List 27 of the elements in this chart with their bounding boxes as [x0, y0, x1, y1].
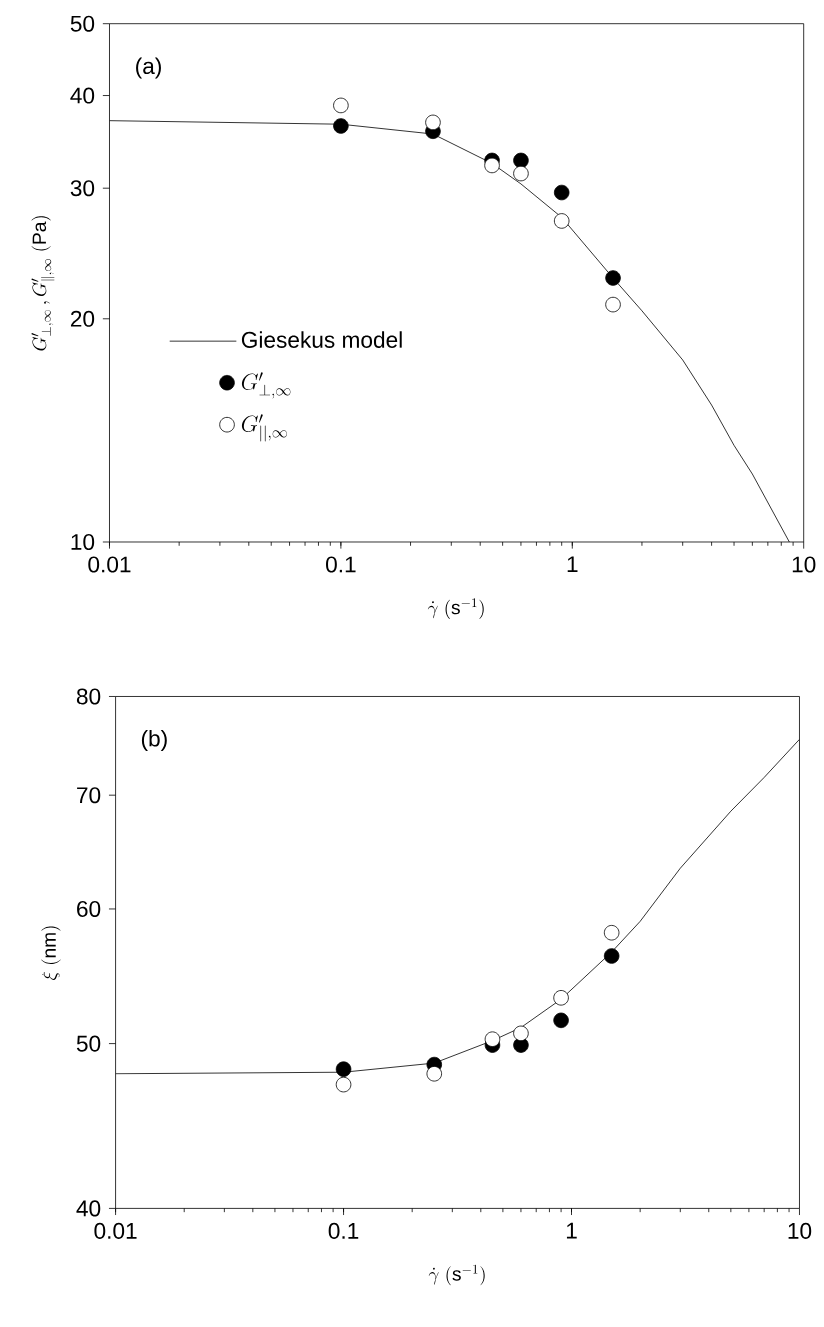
y-tick-label: 30: [70, 180, 95, 197]
x-tick-label: 0.1: [326, 556, 356, 573]
x-tick-label: 1: [567, 556, 578, 573]
y-tick-label: 50: [70, 15, 95, 32]
y-axis-title: $G'_{\perp,\infty}\,,G'_{\parallel,\infty}\ (\mathrm{Pa})$: [31, 216, 55, 351]
x-axis-title: $\dot{\gamma}\ (\mathrm{s}^{-1})$: [428, 1264, 485, 1286]
y-axis-title: $\xi\ (\mathrm{nm})$: [41, 926, 61, 980]
legend-label: $G'_{||,\infty}$: [241, 414, 287, 442]
y-tick-label: 10: [71, 533, 95, 551]
y-tick-label: 40: [76, 1200, 101, 1217]
y-tick-label: 80: [76, 688, 101, 705]
x-tick-label: 10: [788, 1222, 812, 1239]
x-tick-label: 0.01: [94, 1222, 137, 1239]
legend-label: Giesekus model: [241, 331, 402, 348]
x-tick-label: 1: [567, 1222, 577, 1239]
annotation: (a): [136, 57, 162, 79]
y-tick-label: 20: [71, 310, 95, 327]
legend-label: $G'_{\perp,\infty}$: [241, 372, 291, 399]
annotation: (b): [141, 729, 167, 752]
x-tick-label: 0.01: [88, 556, 131, 573]
x-tick-label: 10: [792, 556, 816, 573]
y-tick-label: 70: [77, 787, 101, 804]
x-axis-title: $\dot{\gamma}\ (\mathrm{s}^{-1})$: [427, 598, 484, 619]
y-tick-label: 50: [76, 1035, 101, 1052]
y-tick-label: 60: [77, 900, 101, 917]
y-tick-label: 40: [70, 87, 95, 104]
x-tick-label: 0.1: [328, 1222, 359, 1239]
